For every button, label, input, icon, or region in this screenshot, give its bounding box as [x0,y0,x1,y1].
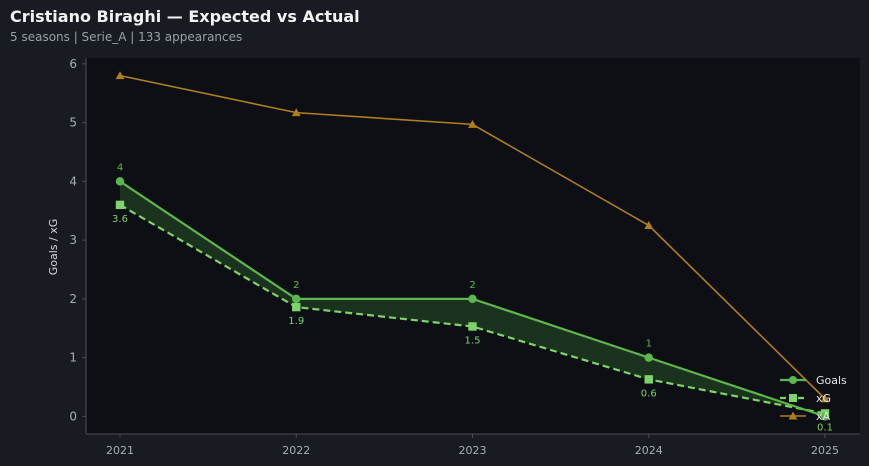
xg-data-label: 1.5 [465,335,481,346]
chart-subtitle: 5 seasons | Serie_A | 133 appearances [10,30,243,44]
xg-marker [292,302,301,312]
legend-xa-marker [788,411,798,420]
xg-data-label: 0.1 [817,422,833,433]
x-tick-label: 2023 [459,444,487,457]
legend-xg-marker [789,394,797,402]
xg-marker [644,375,653,384]
y-axis-label: Goals / xG [47,219,60,276]
x-tick-label: 2021 [106,444,134,457]
y-tick-label: 1 [69,351,77,365]
xg-data-label: 3.6 [112,214,128,225]
xa-marker [468,119,477,128]
xa-marker [291,108,301,117]
goals-data-label: 2 [469,280,475,291]
goals-marker [115,177,125,186]
xg-line [119,203,826,415]
xa-marker [115,71,125,80]
y-tick-label: 4 [69,174,77,188]
y-tick-label: 2 [69,292,77,306]
x-tick-label: 2024 [635,444,663,457]
goals-data-label: 4 [117,162,123,173]
legend-goals-label: Goals [816,374,847,387]
xg-marker [115,200,125,210]
goals-data-label: 1 [646,339,652,350]
legend-xa-label: xA [816,410,831,423]
goals-marker [468,294,477,304]
xa-marker [644,221,654,229]
chart-title: Cristiano Biraghi — Expected vs Actual [10,7,360,26]
goals-marker [644,353,653,362]
goals-marker [820,412,830,421]
y-tick-label: 0 [69,409,77,423]
y-tick-label: 5 [69,116,77,130]
legend-xg-label: xG [816,392,831,405]
goals-marker [292,294,301,304]
xg-data-label: 1.9 [288,316,304,327]
x-tick-label: 2025 [811,444,839,457]
y-tick-label: 6 [69,57,77,71]
legend-goals-marker [789,376,797,384]
goals-data-label: 2 [293,280,299,291]
xg-marker [468,322,477,331]
y-tick-label: 3 [69,233,77,247]
xg-data-label: 0.6 [641,388,657,399]
xa-marker [820,394,830,403]
legend: Goals xG xA [780,374,847,423]
x-tick-label: 2022 [282,444,310,457]
